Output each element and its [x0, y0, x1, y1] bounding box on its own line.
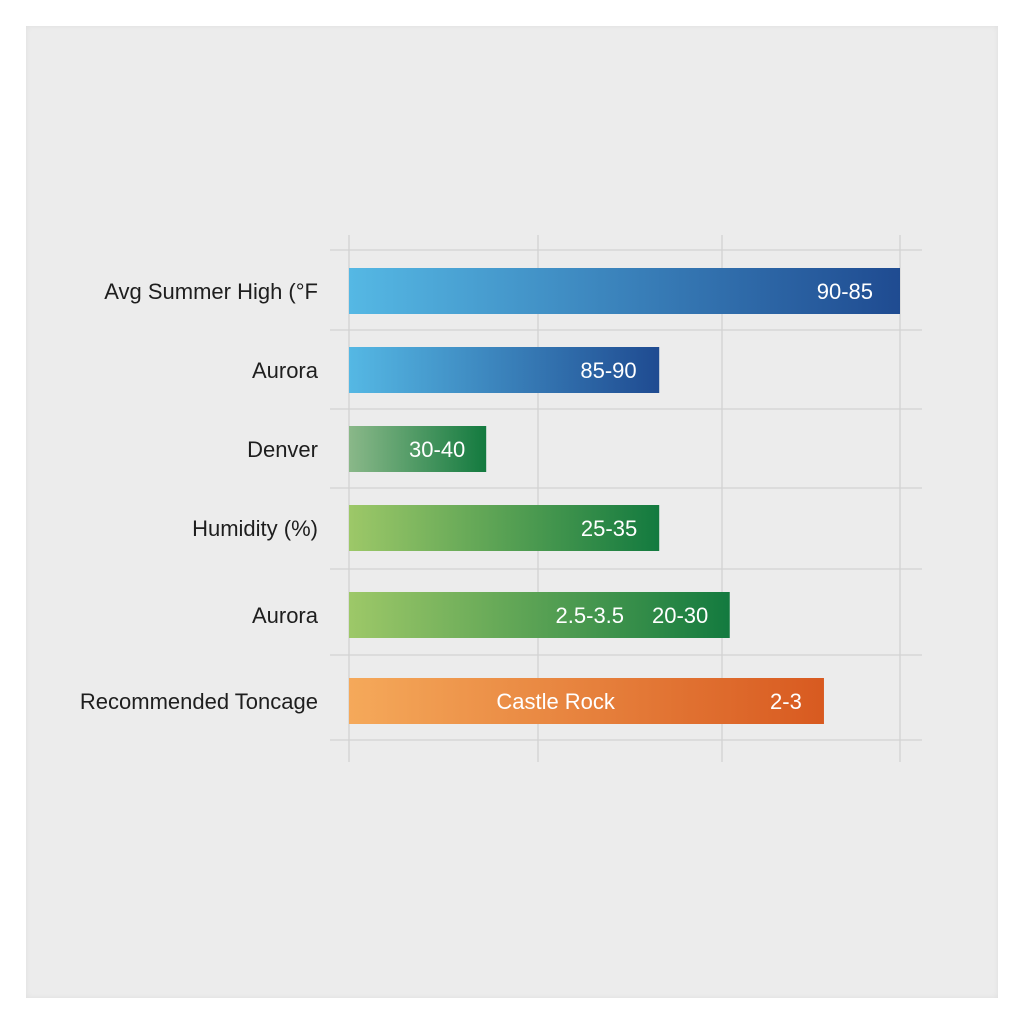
bar [349, 678, 824, 724]
category-label: Aurora [252, 358, 319, 383]
category-label: Avg Summer High (°F [104, 279, 318, 304]
data-label: 85-90 [580, 358, 636, 383]
bar [349, 592, 730, 638]
data-label: 30-40 [409, 437, 465, 462]
bars [349, 268, 900, 724]
data-label: Castle Rock [496, 689, 616, 714]
data-label: 25-35 [581, 516, 637, 541]
gridlines [330, 235, 922, 762]
bar [349, 426, 487, 472]
category-label: Aurora [252, 603, 319, 628]
category-label: Denver [247, 437, 318, 462]
data-label: 90-85 [817, 279, 873, 304]
data-label: 2-3 [770, 689, 802, 714]
labels: Avg Summer High (°F 90-85 Aurora 85-90 Denve… [80, 279, 873, 714]
data-label: 20-30 [652, 603, 708, 628]
data-label: 2.5-3.5 [556, 603, 625, 628]
bar [349, 505, 660, 551]
category-label: Humidity (%) [192, 516, 318, 541]
bar [349, 347, 660, 393]
category-label: Recommended Toncage [80, 689, 318, 714]
bar [349, 268, 900, 314]
